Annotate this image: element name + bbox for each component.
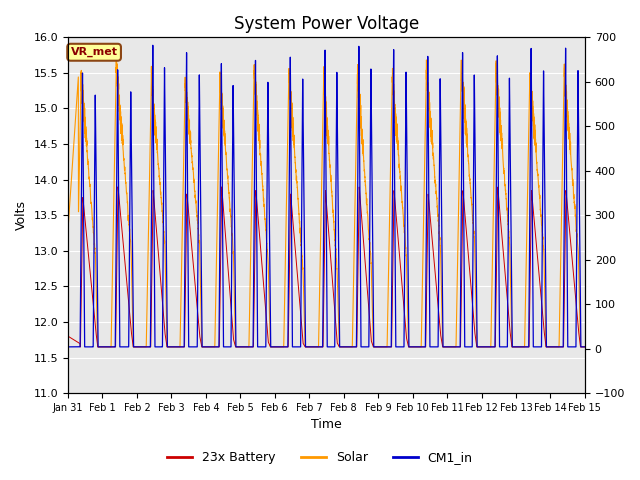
Line: 23x Battery: 23x Battery [68,187,585,347]
23x Battery [76,344,84,350]
23x Battery [528,189,536,194]
CM1_in [580,344,588,350]
X-axis label: Time: Time [311,419,342,432]
Solar [64,226,72,232]
23x Battery [297,310,305,316]
Line: Solar: Solar [68,58,585,347]
CM1_in [149,42,157,48]
23x Battery [513,344,521,350]
CM1_in [513,344,521,350]
Solar [574,244,582,250]
Solar [580,344,588,350]
Title: System Power Voltage: System Power Voltage [234,15,419,33]
Text: VR_met: VR_met [70,47,118,58]
23x Battery [64,333,72,339]
Solar [513,344,521,350]
CM1_in [296,344,304,350]
23x Battery [114,184,122,190]
Solar [94,344,102,350]
CM1_in [528,104,536,110]
23x Battery [394,234,402,240]
Solar [394,146,402,152]
Y-axis label: Volts: Volts [15,200,28,230]
Solar [528,92,536,98]
Solar [113,55,120,60]
CM1_in [64,344,72,350]
Legend: 23x Battery, Solar, CM1_in: 23x Battery, Solar, CM1_in [163,446,477,469]
CM1_in [581,344,589,350]
Solar [297,236,305,241]
23x Battery [574,321,582,327]
CM1_in [394,344,402,350]
Line: CM1_in: CM1_in [68,45,585,347]
23x Battery [581,344,589,350]
23x Battery [580,344,588,350]
Solar [581,344,589,350]
CM1_in [574,91,582,96]
